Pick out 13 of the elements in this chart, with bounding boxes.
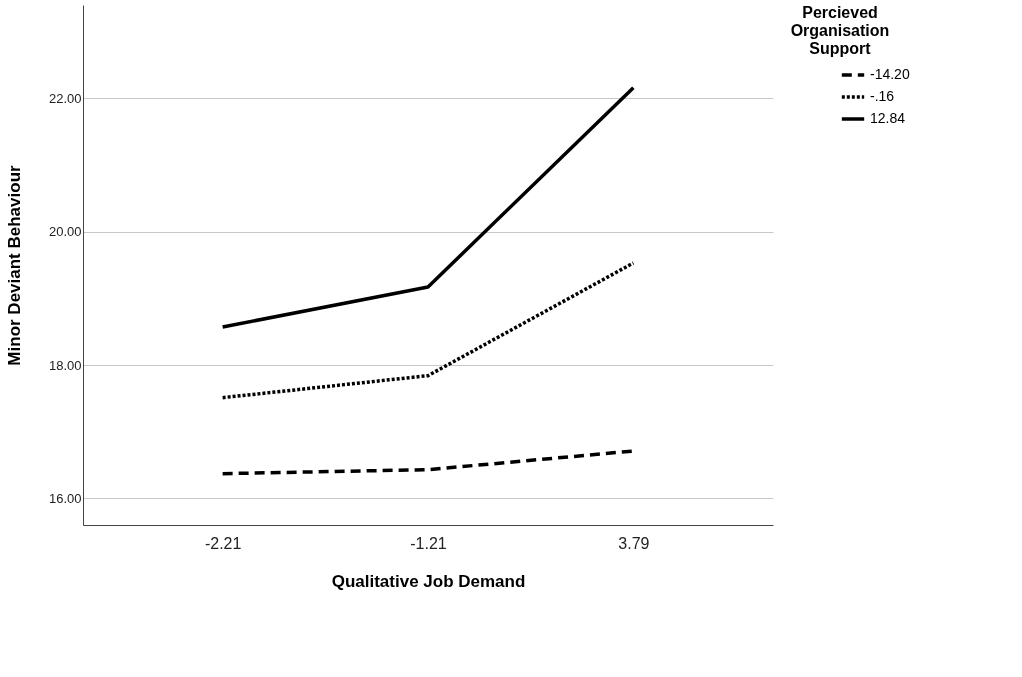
y-tick-label: 18.00	[48, 357, 82, 373]
y-axis-title: Minor Deviant Behaviour	[4, 164, 24, 366]
legend-label: -14.20	[870, 66, 910, 82]
x-tick-label: -2.21	[204, 534, 242, 552]
x-tick-label: -1.21	[410, 534, 447, 552]
legend-title: Percieved Organisation Support	[790, 4, 890, 57]
y-tick-label: 16.00	[48, 490, 82, 506]
legend-label: -.16	[870, 88, 895, 104]
y-tick-label: 22.00	[48, 90, 82, 106]
x-tick-label: 3.79	[618, 534, 650, 552]
legend-label: 12.84	[870, 110, 906, 126]
y-tick-label: 20.00	[48, 224, 82, 240]
x-axis-title: Qualitative Job Demand	[331, 571, 526, 591]
